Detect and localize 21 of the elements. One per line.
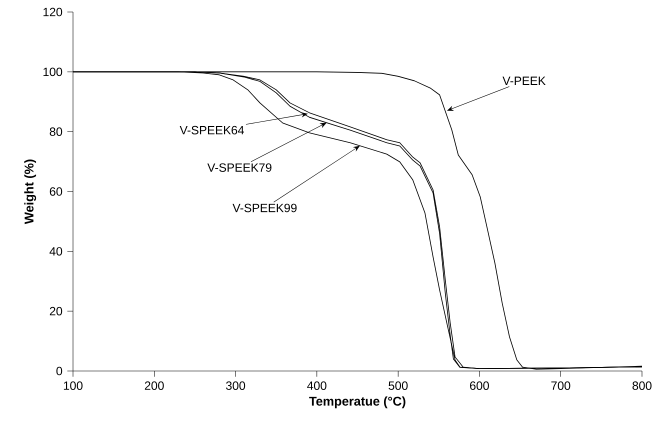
x-tick-label: 100 <box>64 381 83 390</box>
y-tick-label: 80 <box>50 127 62 136</box>
y-axis-title: Weight (%) <box>24 160 36 224</box>
x-tick-label: 500 <box>388 381 408 390</box>
y-tick-label: 60 <box>50 187 62 196</box>
annotation: V-SPEEK99 <box>232 204 297 212</box>
y-tick-label: 100 <box>44 68 62 76</box>
y-tick-label: 20 <box>50 306 62 316</box>
x-tick-label: 400 <box>307 381 326 390</box>
x-tick-label: 700 <box>551 381 570 390</box>
x-tick-label: 200 <box>144 381 164 390</box>
x-tick-label: 800 <box>632 381 652 390</box>
y-tick-label: 120 <box>44 8 62 16</box>
x-tick-label: 300 <box>226 381 246 390</box>
y-tick-label: 0 <box>56 366 62 376</box>
y-tick-label: 40 <box>50 247 62 256</box>
annotation: V-PEEK <box>502 76 546 85</box>
x-axis-title: Temperatue (°C) <box>309 396 406 408</box>
annotation: V-SPEEK79 <box>207 163 272 172</box>
x-tick-label: 600 <box>470 381 489 390</box>
annotation: V-SPEEK64 <box>180 126 244 134</box>
